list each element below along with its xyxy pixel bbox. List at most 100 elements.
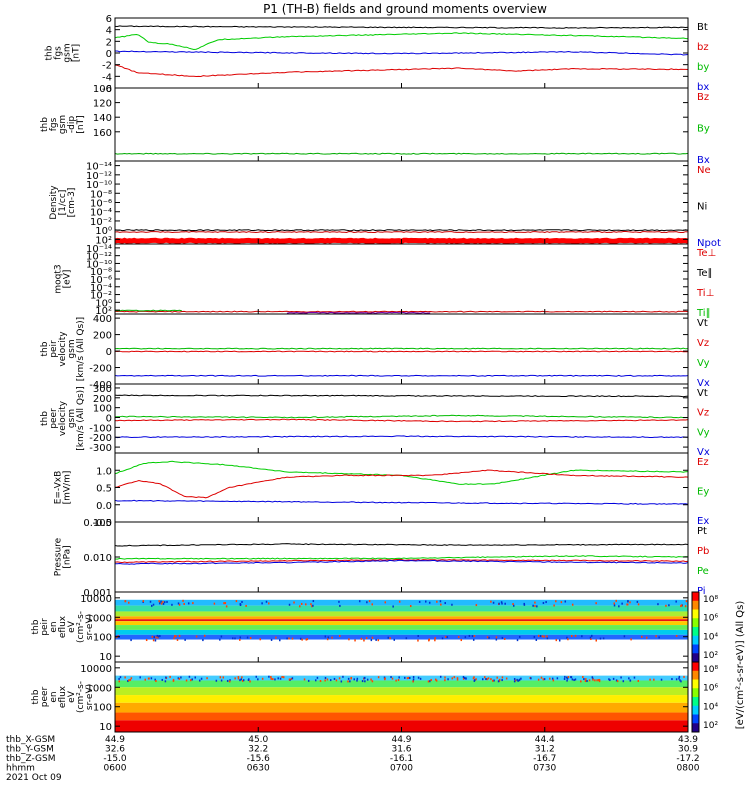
spectrogram-speck bbox=[215, 679, 218, 682]
y-tick-label: 10⁻⁴ bbox=[90, 283, 112, 294]
spectrogram-speck bbox=[586, 680, 588, 683]
series-line bbox=[115, 309, 182, 312]
y-label-line: gsm bbox=[67, 339, 77, 358]
legend-entry: Vt bbox=[697, 318, 708, 329]
spectrogram-speck bbox=[523, 602, 525, 605]
spectrogram-speck bbox=[504, 602, 506, 605]
y-label-line: [km/s (All Qs)] bbox=[76, 317, 86, 381]
spectrogram-speck bbox=[598, 678, 601, 681]
spectrogram-speck bbox=[540, 676, 543, 679]
spectrogram-speck bbox=[171, 603, 173, 606]
spectrogram-speck bbox=[468, 634, 471, 637]
spectrogram-speck bbox=[377, 676, 380, 679]
spectrogram-speck bbox=[291, 677, 294, 680]
spectrogram-speck bbox=[324, 635, 327, 638]
spectrogram-speck bbox=[623, 635, 626, 638]
spectrogram-speck bbox=[517, 679, 519, 682]
spectrogram-speck bbox=[288, 603, 291, 606]
spectrogram-speck bbox=[678, 675, 681, 678]
y-tick-label: -100 bbox=[89, 423, 112, 434]
orbit-row-label: thb_Y-GSM bbox=[6, 745, 54, 755]
spectrogram-speck bbox=[324, 676, 327, 679]
y-label-line: sr-eV) bbox=[85, 684, 95, 710]
spectrogram-band bbox=[115, 720, 688, 732]
y-axis-label: thb fgs gsm [nT] bbox=[45, 43, 82, 62]
y-label-line: velocity bbox=[58, 331, 68, 367]
y-tick-label: 0.010 bbox=[83, 553, 112, 564]
y-label-line: thb bbox=[31, 619, 41, 634]
spectrogram-speck bbox=[645, 636, 648, 639]
y-label-line: fgs bbox=[54, 46, 64, 60]
spectrogram-speck bbox=[655, 635, 657, 638]
y-tick-label: 6 bbox=[106, 14, 112, 25]
y-tick-label: 160 bbox=[93, 128, 112, 139]
spectrogram-speck bbox=[473, 679, 476, 682]
spectrogram-speck bbox=[354, 639, 356, 642]
spectrogram-speck bbox=[595, 602, 597, 605]
spectrogram-speck bbox=[453, 676, 456, 679]
spectrogram-speck bbox=[440, 603, 442, 606]
y-axis-label: thb fgs gsm -dip [nT] bbox=[40, 115, 86, 134]
spectrogram-speck bbox=[312, 604, 314, 607]
spectrogram-speck bbox=[464, 636, 467, 639]
legend-entry: Ex bbox=[697, 516, 709, 527]
spectrogram-speck bbox=[288, 678, 291, 681]
y-tick-label: 100 bbox=[93, 84, 112, 95]
spectrogram-speck bbox=[237, 677, 240, 680]
series-line bbox=[114, 558, 689, 564]
spectrogram-speck bbox=[486, 636, 489, 639]
spectrogram-speck bbox=[184, 638, 186, 641]
spectrogram-speck bbox=[189, 679, 192, 682]
panel-9: 10000 1000 100 10 thb peir en eflux eV (cm²-s-sr-… bbox=[31, 591, 718, 663]
y-tick-label: 1000 bbox=[87, 683, 112, 694]
y-label-line: eV bbox=[67, 690, 77, 703]
series-line bbox=[114, 418, 689, 423]
spectrogram-speck bbox=[629, 601, 631, 604]
spectrogram-speck bbox=[155, 636, 157, 639]
spectrogram-speck bbox=[680, 680, 682, 683]
spectrogram-speck bbox=[162, 602, 165, 605]
orbit-footer: thb_X-GSM 44.9 45.0 44.9 44.4 43.9 thb_Y-GSM 32… bbox=[6, 735, 700, 783]
spectrogram-speck bbox=[239, 603, 242, 606]
spectrogram-speck bbox=[338, 677, 341, 680]
spectrogram-speck bbox=[311, 605, 313, 608]
spectrogram-speck bbox=[274, 678, 276, 681]
spectrogram-speck bbox=[516, 678, 518, 681]
spectrogram-speck bbox=[159, 602, 161, 605]
spectrogram-speck bbox=[582, 676, 584, 679]
series-line bbox=[115, 559, 689, 565]
spectrogram-speck bbox=[626, 603, 629, 606]
spectrogram-speck bbox=[412, 680, 414, 683]
spectrogram-speck bbox=[563, 677, 566, 680]
spectrogram-speck bbox=[427, 680, 430, 683]
legend-entry: Bz bbox=[697, 92, 709, 103]
spectrogram-speck bbox=[314, 679, 317, 682]
spectrogram-speck bbox=[649, 678, 651, 681]
spectrogram-speck bbox=[595, 639, 598, 642]
spectrogram-speck bbox=[169, 675, 171, 678]
spectrogram-speck bbox=[220, 679, 223, 682]
spectrogram-speck bbox=[498, 678, 501, 681]
spectrogram-speck bbox=[675, 678, 678, 681]
y-tick-label: 120 bbox=[93, 99, 112, 110]
spectrogram-speck bbox=[375, 638, 377, 641]
spectrogram-speck bbox=[130, 639, 132, 642]
spectrogram-speck bbox=[456, 677, 459, 680]
series-line bbox=[114, 229, 689, 232]
colorbar-segment bbox=[692, 644, 699, 654]
spectrogram-speck bbox=[417, 635, 419, 638]
orbit-row-value: -17.2 bbox=[676, 754, 699, 764]
spectrogram-speck bbox=[539, 635, 542, 638]
y-tick-label: 0.100 bbox=[83, 518, 112, 529]
spectrogram-speck bbox=[501, 636, 504, 639]
spectrogram-speck bbox=[472, 638, 475, 641]
y-tick-label: 10⁻¹⁰ bbox=[86, 180, 112, 191]
spectrogram-speck bbox=[574, 678, 577, 681]
y-label-line: [nT] bbox=[76, 115, 86, 133]
legend-entry: Vy bbox=[697, 427, 710, 438]
spectrogram-speck bbox=[281, 675, 283, 678]
spectrogram-speck bbox=[163, 601, 166, 604]
spectrogram-speck bbox=[594, 679, 596, 682]
spectrogram-speck bbox=[152, 603, 155, 606]
